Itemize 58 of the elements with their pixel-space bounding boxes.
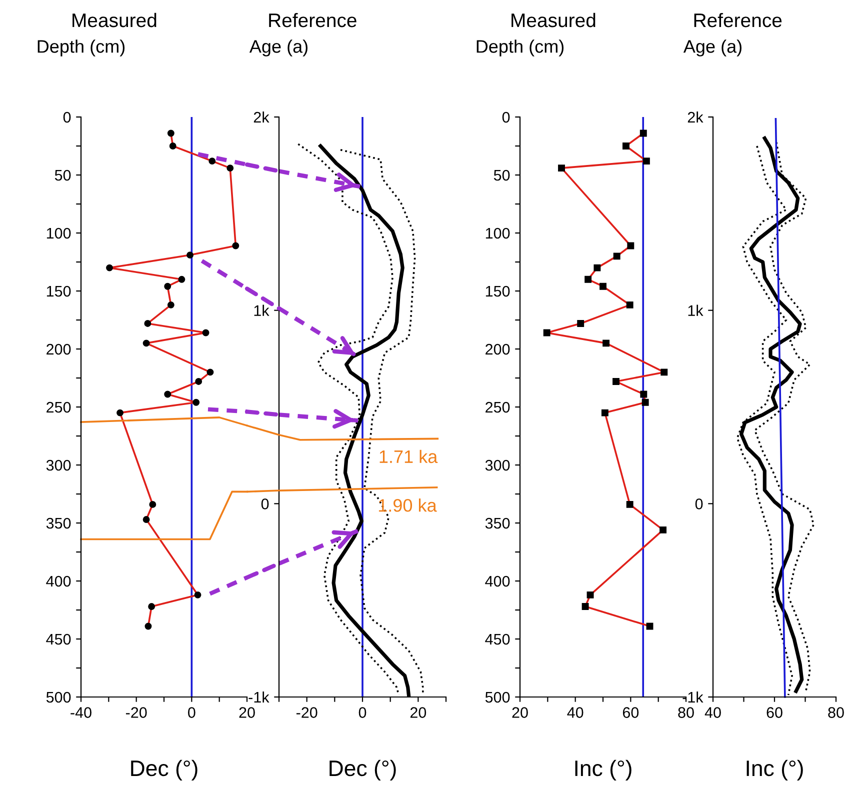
y-tick-label: 350 [485, 518, 510, 529]
y-tick-label: 1k [688, 304, 704, 316]
y-tick-label: 200 [486, 344, 510, 355]
y-axis-title: Depth (cm) [476, 40, 564, 56]
series-label: 1.71 ka [380, 450, 438, 464]
y-tick-label: 1k [254, 304, 270, 316]
y-axis-title: Depth (cm) [38, 40, 125, 56]
y-axis-title: Age (a) [249, 40, 308, 56]
y-tick-label: 2k [688, 111, 704, 123]
y-axis-title: Age (a) [683, 40, 742, 56]
x-tick-label: 0 [358, 707, 366, 718]
x-tick-label: 20 [512, 707, 528, 718]
x-axis-title: Inc (°) [575, 760, 632, 781]
y-tick-label: 0 [261, 498, 269, 510]
y-tick-label: -1k [682, 691, 704, 703]
y-tick-label: 250 [486, 402, 510, 413]
y-tick-label: 0 [695, 498, 703, 510]
y-tick-label: 150 [486, 286, 510, 297]
x-tick-label: 20 [239, 707, 255, 718]
x-tick-label: -20 [126, 707, 147, 718]
chart-title: Reference [694, 12, 782, 28]
y-tick-label: 350 [46, 518, 71, 529]
y-tick-label: 400 [485, 576, 510, 587]
chart-title: Measured [72, 12, 156, 28]
y-tick-label: 0 [63, 112, 71, 123]
x-tick-label: 40 [704, 707, 721, 718]
y-tick-label: 100 [46, 228, 71, 239]
x-tick-label: 40 [567, 707, 584, 718]
y-tick-label: 150 [46, 286, 71, 297]
y-tick-label: 250 [46, 402, 71, 413]
y-tick-label: -1k [248, 691, 270, 703]
x-tick-label: 0 [188, 707, 196, 718]
y-tick-label: 50 [494, 170, 510, 181]
y-tick-label: 200 [46, 344, 71, 355]
x-axis-title: Dec (°) [330, 760, 396, 781]
x-tick-label: 80 [828, 707, 844, 718]
x-tick-label: -40 [70, 707, 92, 718]
x-tick-label: 60 [766, 707, 782, 718]
y-tick-label: 300 [46, 460, 71, 471]
y-tick-label: 500 [46, 692, 71, 703]
x-tick-label: -20 [296, 707, 318, 718]
y-tick-label: 450 [46, 634, 71, 645]
y-tick-label: 400 [46, 576, 71, 587]
y-tick-label: 450 [485, 634, 510, 645]
y-tick-label: 500 [485, 692, 510, 703]
y-tick-label: 300 [485, 460, 510, 471]
x-axis-title: Dec (°) [131, 760, 198, 781]
x-tick-label: 60 [622, 707, 639, 718]
y-tick-label: 2k [254, 111, 270, 123]
x-tick-label: 80 [678, 707, 694, 718]
y-tick-label: 100 [486, 228, 510, 239]
series-label: 1.90 ka [378, 498, 437, 512]
chart-title: Measured [512, 12, 596, 28]
y-tick-label: 0 [502, 112, 510, 123]
x-tick-label: 20 [410, 707, 426, 718]
chart-title: Reference [269, 12, 356, 28]
x-axis-title: Inc (°) [746, 760, 803, 781]
y-tick-label: 50 [54, 170, 71, 181]
